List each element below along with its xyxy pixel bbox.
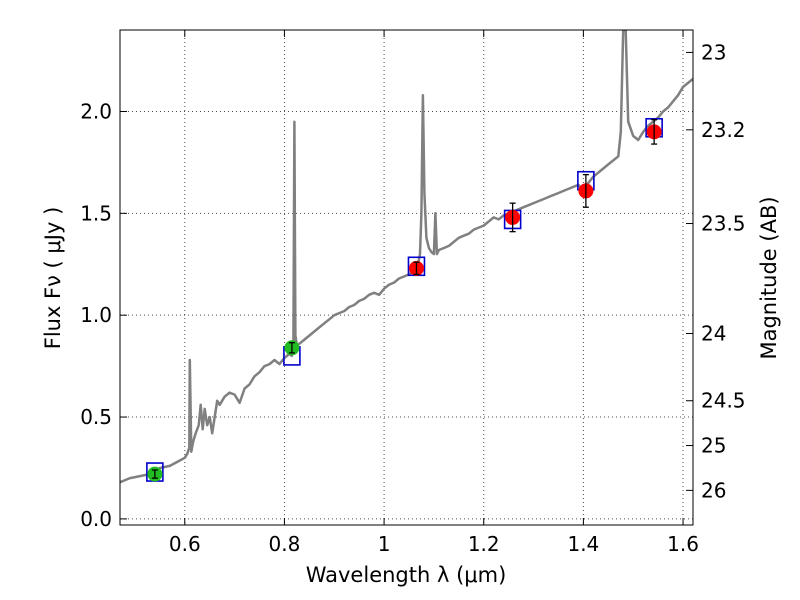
- ticks: 0.6 0.8 1 1.2 1.4 1.6 0.0 0.5 1.0 1.5 2.0 23 23.2 23.…: [80, 30, 746, 556]
- right-tick-label: 24: [701, 322, 726, 346]
- y-axis-right-label: Magnitude (AB): [757, 196, 781, 359]
- right-tick-label: 23.2: [701, 118, 746, 142]
- data-clip-group: [120, 30, 693, 484]
- right-tick-label: 23.5: [701, 212, 746, 236]
- plot-frame: [119, 29, 694, 526]
- right-tick-label: 24.5: [701, 389, 746, 413]
- x-tick-label: 1.6: [667, 532, 699, 556]
- x-tick-label: 1.2: [468, 532, 500, 556]
- y-axis-label: Flux Fν ( μJy ): [41, 207, 65, 350]
- x-tick-label: 0.6: [169, 532, 201, 556]
- right-tick-label: 25: [701, 434, 726, 458]
- y-tick-label: 0.0: [80, 507, 112, 531]
- x-tick-label: 1.4: [567, 532, 599, 556]
- x-tick-label: 0.8: [269, 532, 301, 556]
- right-tick-label: 23: [701, 40, 726, 64]
- y-tick-label: 0.5: [80, 405, 112, 429]
- y-tick-label: 2.0: [80, 99, 112, 123]
- y-tick-label: 1.0: [80, 303, 112, 327]
- plot-area: [120, 30, 693, 525]
- grid: [120, 30, 693, 525]
- data-layer: [120, 30, 693, 484]
- right-tick-label: 26: [701, 478, 726, 502]
- x-tick-label: 1: [378, 532, 391, 556]
- y-tick-label: 1.5: [80, 201, 112, 225]
- x-axis-label: Wavelength λ (μm): [306, 563, 507, 587]
